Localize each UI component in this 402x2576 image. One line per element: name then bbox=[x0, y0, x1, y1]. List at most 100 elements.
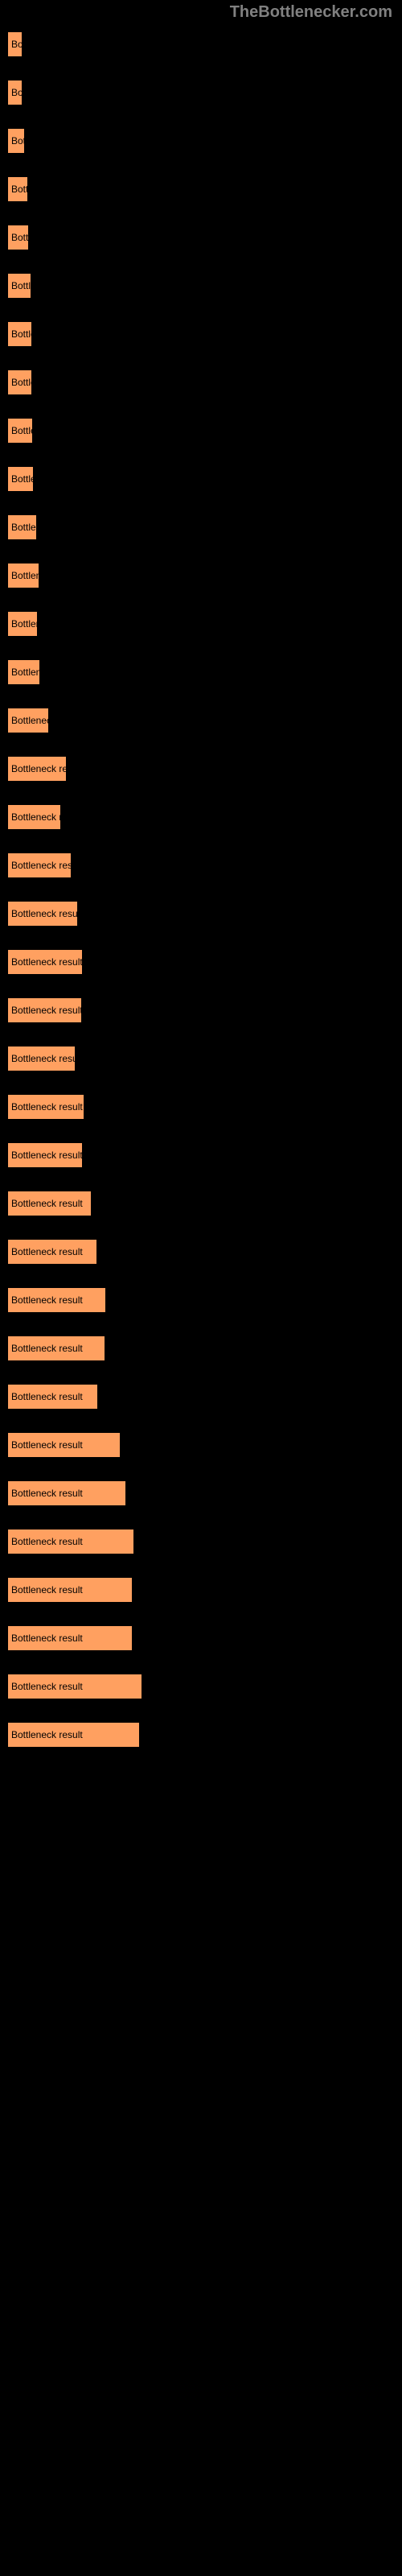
bar-row: Bottleneck bbox=[8, 274, 394, 306]
tick-mark bbox=[8, 203, 394, 209]
tick-mark bbox=[8, 1555, 394, 1562]
bar-label: Bottleneck result bbox=[11, 1294, 83, 1306]
bar-row: Bottleneck bbox=[8, 322, 394, 354]
bar-label: Bottleneck result bbox=[11, 1633, 83, 1644]
tick-mark bbox=[8, 1507, 394, 1513]
bar-row: Bottleneck result bbox=[8, 1336, 394, 1368]
tick-mark bbox=[8, 155, 394, 161]
bar-row: Bottleneck res bbox=[8, 612, 394, 644]
watermark-text: TheBottlenecker.com bbox=[230, 3, 392, 22]
bar-label: Bottlen bbox=[11, 135, 41, 147]
bar-row: Bottleneck result bbox=[8, 1288, 394, 1320]
bar-label: Bottle bbox=[11, 39, 36, 50]
tick-mark bbox=[8, 1072, 394, 1079]
bar-row: Bottleneck result bbox=[8, 805, 394, 837]
tick-mark bbox=[8, 251, 394, 258]
tick-mark bbox=[8, 1169, 394, 1175]
bar-row: Bottle bbox=[8, 80, 394, 113]
bar-label: Bottleneck result bbox=[11, 1488, 83, 1499]
bar: Bottleneck re bbox=[8, 515, 36, 539]
bar: Bottleneck result bbox=[8, 1046, 75, 1071]
bar-row: Bottlen bbox=[8, 129, 394, 161]
bar-row: Bottleneck result bbox=[8, 1095, 394, 1127]
bar-label: Bottleneck resu bbox=[11, 570, 78, 581]
bar-label: Bottleneck result bbox=[11, 956, 83, 968]
bar: Bottleneck result bbox=[8, 1578, 132, 1602]
bar: Bottlen bbox=[8, 129, 24, 153]
bar-label: Bottleneck result bbox=[11, 1391, 83, 1402]
bar-label: Bottleneck bbox=[11, 328, 56, 340]
bar: Bottleneck result bbox=[8, 1191, 91, 1216]
bar-row: Bottleneck result bbox=[8, 708, 394, 741]
tick-mark bbox=[8, 541, 394, 547]
tick-mark bbox=[8, 106, 394, 113]
bar-label: Bottleneck bbox=[11, 425, 56, 436]
tick-mark bbox=[8, 589, 394, 596]
bar-label: Bottleneck result bbox=[11, 1343, 83, 1354]
bottleneck-bar-chart: BottleBottleBottlenBottlenecBottleneckBo… bbox=[0, 0, 402, 1787]
tick-mark bbox=[8, 58, 394, 64]
bar: Bottleneck result bbox=[8, 1674, 142, 1699]
tick-mark bbox=[8, 1265, 394, 1272]
bar-row: Bottleneck result bbox=[8, 853, 394, 886]
bar-row: Bottle bbox=[8, 32, 394, 64]
bar-label: Bottleneck result bbox=[11, 908, 83, 919]
bar: Bottleneck result bbox=[8, 950, 82, 974]
bar: Bottleneck result bbox=[8, 1095, 84, 1119]
tick-mark bbox=[8, 444, 394, 451]
tick-mark bbox=[8, 1604, 394, 1610]
bar: Bottle bbox=[8, 80, 22, 105]
bar-row: Bottlenec bbox=[8, 177, 394, 209]
tick-mark bbox=[8, 1410, 394, 1417]
bar-label: Bottleneck res bbox=[11, 618, 72, 630]
tick-mark bbox=[8, 927, 394, 934]
bar-row: Bottleneck result bbox=[8, 1723, 394, 1755]
bar-label: Bottleneck result bbox=[11, 1005, 83, 1016]
tick-mark bbox=[8, 1217, 394, 1224]
tick-mark bbox=[8, 348, 394, 354]
bar: Bottlenec bbox=[8, 177, 27, 201]
bar-row: Bottleneck resu bbox=[8, 564, 394, 596]
bar: Bottleneck result bbox=[8, 853, 71, 877]
bar: Bottleneck result bbox=[8, 757, 66, 781]
bar-label: Bottleneck result bbox=[11, 1198, 83, 1209]
tick-mark bbox=[8, 1314, 394, 1320]
bar-row: Bottleneck r bbox=[8, 467, 394, 499]
tick-mark bbox=[8, 396, 394, 402]
bar-label: Bottleneck resu bbox=[11, 667, 78, 678]
bar-row: Bottleneck result bbox=[8, 950, 394, 982]
bar-label: Bottleneck result bbox=[11, 1729, 83, 1740]
bar: Bottleneck bbox=[8, 274, 31, 298]
tick-mark bbox=[8, 1748, 394, 1755]
tick-mark bbox=[8, 879, 394, 886]
bar-row: Bottleneck result bbox=[8, 1191, 394, 1224]
bar-row: Bottleneck re bbox=[8, 515, 394, 547]
tick-mark bbox=[8, 734, 394, 741]
bar-label: Bottleneck result bbox=[11, 1150, 83, 1161]
bar-label: Bottleneck result bbox=[11, 1536, 83, 1547]
bar: Bottleneck bbox=[8, 419, 32, 443]
bar: Bottle bbox=[8, 32, 22, 56]
bar: Bottleneck result bbox=[8, 1433, 120, 1457]
bar: Bottleneck result bbox=[8, 902, 77, 926]
bar-row: Bottleneck result bbox=[8, 1385, 394, 1417]
bar: Bottleneck result bbox=[8, 708, 48, 733]
bar-row: Bottleneck result bbox=[8, 1530, 394, 1562]
bar: Bottleneck result bbox=[8, 1143, 82, 1167]
bar: Bottleneck result bbox=[8, 998, 81, 1022]
tick-mark bbox=[8, 831, 394, 837]
bar-row: Bottleneck result bbox=[8, 1046, 394, 1079]
bar: Bottleneck r bbox=[8, 467, 33, 491]
bar: Bottleneck result bbox=[8, 1288, 105, 1312]
bar-row: Bottleneck result bbox=[8, 998, 394, 1030]
bar: Bottleneck result bbox=[8, 1723, 139, 1747]
bar-row: Bottleneck result bbox=[8, 1143, 394, 1175]
tick-mark bbox=[8, 638, 394, 644]
bar-label: Bottleneck result bbox=[11, 1584, 83, 1596]
bar-row: Bottleneck result bbox=[8, 1240, 394, 1272]
bar-row: Bottleneck result bbox=[8, 1626, 394, 1658]
bar-label: Bottlenec bbox=[11, 184, 51, 195]
bar-label: Bottleneck result bbox=[11, 1101, 83, 1113]
bar-row: Bottleneck result bbox=[8, 1481, 394, 1513]
bar-row: Bottleneck bbox=[8, 370, 394, 402]
